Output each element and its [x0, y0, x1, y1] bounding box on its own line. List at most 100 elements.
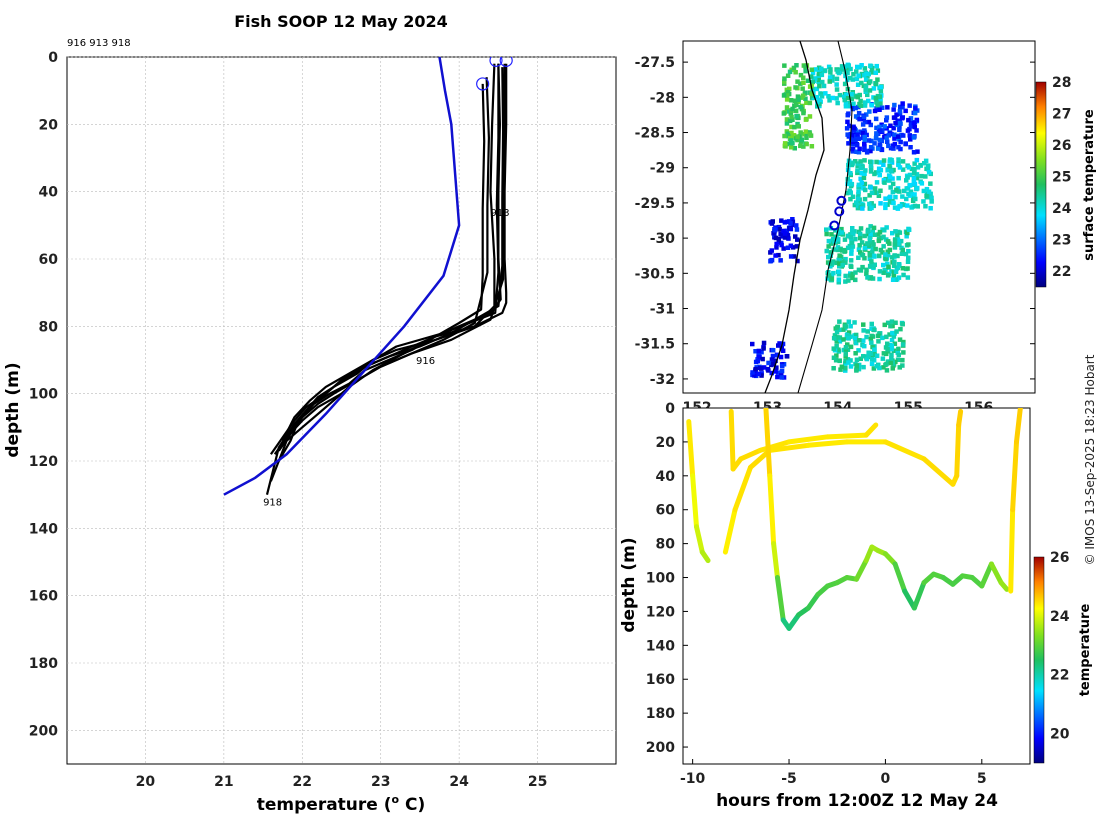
sst-pixel [784, 105, 790, 110]
sst-pixel [889, 346, 894, 352]
sst-pixel [868, 224, 873, 229]
sst-pixel [789, 124, 794, 130]
section-y-tick: 60 [656, 503, 676, 519]
sst-pixel [895, 253, 900, 259]
sst-pixel [856, 136, 862, 141]
sst-pixel [854, 76, 860, 82]
sst-pixel [897, 204, 902, 209]
sst-pixel [799, 137, 805, 142]
sst-pixel [839, 64, 845, 69]
sst-pixel [876, 166, 882, 171]
sst-pixel [872, 352, 877, 358]
sst-pixel [843, 359, 848, 364]
sst-pixel [878, 188, 883, 193]
sst-pixel [907, 172, 913, 178]
sst-pixel [834, 339, 839, 344]
section-segment-cast_e [902, 588, 917, 611]
section-segment-cast_d [767, 473, 777, 547]
sst-pixel [843, 256, 848, 262]
sst-pixel [912, 124, 917, 130]
sst-pixel [841, 337, 846, 342]
section-segment-cast_c [956, 408, 964, 428]
sst-pixel [880, 250, 885, 255]
sst-pixel [758, 365, 763, 371]
profile-position-marker [834, 206, 845, 217]
sst-pixel [889, 168, 894, 173]
sst-pixel [784, 97, 790, 102]
sst-pixel [904, 186, 909, 191]
sst-pixel [876, 170, 881, 175]
profile-id-label: 916 [416, 356, 435, 367]
sst-pixel [907, 133, 912, 138]
sst-pixel [868, 275, 874, 280]
profile-position-marker [829, 220, 840, 231]
sst-pixel [759, 373, 764, 378]
sst-pixel [908, 116, 914, 121]
section-y-tick: 180 [646, 706, 675, 722]
sst-pixel [877, 331, 882, 336]
sst-pixel [836, 277, 842, 282]
sst-pixel [890, 330, 895, 336]
sst-pixel [876, 193, 882, 198]
sst-pixel [912, 203, 918, 209]
sst-pixel [892, 141, 898, 147]
sst-pixel [884, 225, 889, 230]
sst-pixel [901, 272, 906, 278]
sst-pixel [874, 99, 879, 104]
sst-pixel [784, 117, 790, 122]
sst-pixel [804, 100, 809, 105]
sst-pixel [845, 342, 850, 347]
surface-marker [476, 77, 490, 91]
sst-pixel [862, 141, 867, 147]
sst-pixel [855, 163, 860, 169]
sst-pixel [908, 145, 913, 150]
sst-pixel [884, 361, 889, 367]
sst-pixel [791, 65, 797, 71]
sst-pixel [791, 254, 797, 259]
sst-pixel [817, 83, 822, 89]
sst-pixel [839, 67, 845, 72]
sst-pixel [878, 128, 883, 133]
sst-pixel [893, 194, 898, 200]
sst-pixel [859, 240, 865, 245]
sst-pixel [803, 96, 808, 101]
sst-pixel [856, 104, 861, 110]
sst-pixel [926, 163, 931, 168]
sst-pixel [889, 343, 894, 348]
sst-pixel [887, 199, 893, 204]
sst-pixel [863, 87, 868, 92]
sst-pixel [855, 170, 860, 176]
sst-pixel [907, 103, 912, 108]
sst-pixel [902, 188, 907, 194]
section-segment-cast_c [882, 439, 927, 462]
sst-pixel [784, 87, 790, 93]
section-plot-frame [682, 407, 1031, 765]
sst-pixel [891, 348, 897, 353]
sst-pixel [850, 77, 855, 82]
sst-pixel [889, 269, 894, 274]
sst-pixel [829, 276, 835, 281]
sst-pixel [894, 329, 899, 334]
sst-pixel [887, 174, 893, 179]
sst-pixel [761, 340, 767, 346]
sst-pixel [881, 162, 886, 168]
sst-pixel [862, 181, 868, 187]
sst-pixel [892, 259, 897, 264]
sst-pixel [831, 270, 836, 276]
sst-pixel [842, 97, 847, 103]
section-segment-cast_c [767, 442, 811, 453]
sst-pixel [911, 150, 917, 155]
sst-pixel [769, 370, 774, 376]
sst-pixel [891, 200, 896, 206]
sst-pixel [856, 362, 862, 368]
section-segment-cast_f [1008, 507, 1016, 594]
sst-pixel [792, 98, 798, 103]
sst-pixel [849, 240, 855, 245]
profile-line-p4 [277, 83, 486, 452]
sst-pixel [897, 109, 903, 114]
sst-pixel [882, 228, 887, 233]
sst-pixel [908, 124, 914, 129]
section-y-tick: 40 [656, 469, 676, 485]
sst-pixel [905, 259, 911, 264]
